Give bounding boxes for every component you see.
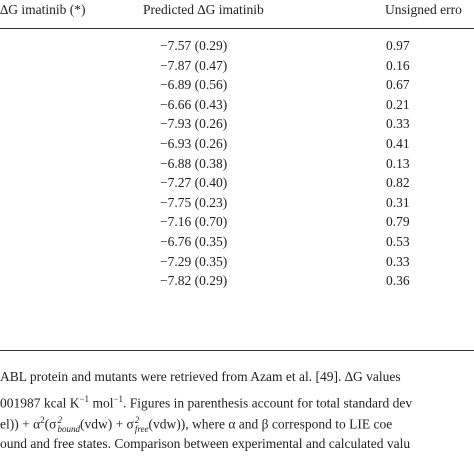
table-cell: −7.27 (0.40) [160,175,228,191]
column-header: ∆G imatinib (*) [0,2,86,17]
superscript: 2 [134,415,140,426]
sub-sup: 2 bound [57,416,80,434]
table-cell: 0.79 [386,214,410,230]
table-cell: −6.89 (0.56) [160,77,228,93]
superscript: −1 [113,394,124,404]
table-cell: −7.57 (0.29) [160,38,228,53]
sub-sup: 2 free [135,416,149,434]
table-cell: 0.53 [386,234,410,249]
table-cell: 0.82 [386,175,410,191]
column-header: Unsigned erro [385,2,462,17]
subscript: free [134,424,149,435]
table-cell: −7.82 (0.29) [160,273,228,289]
table-cell: 0.21 [386,96,410,112]
superscript: 2 [57,415,62,426]
table-cell: 0.36 [386,273,410,289]
table-cell: −6.76 (0.35) [160,234,228,249]
table-cell: 0.13 [386,155,410,171]
column-header: Predicted ∆G imatinib [143,2,264,17]
table-cell: −7.75 (0.23) [160,194,228,210]
table-cell: −7.87 (0.47) [160,57,228,73]
table-cell: −6.88 (0.38) [160,155,228,171]
table-cell: 0.67 [386,77,410,93]
footnote-line: ABL protein and mutants were retrieved f… [0,369,401,384]
table-cell: 0.33 [386,253,410,269]
superscript: 2 [40,415,45,425]
table-cell: −7.29 (0.35) [160,253,228,269]
bottom-rule [0,350,474,351]
table-cell: 0.41 [386,136,410,151]
text: (vdw) + σ [79,416,134,432]
table-cell: −6.93 (0.26) [160,136,228,151]
superscript: −1 [79,394,90,404]
table-cell: 0.31 [386,194,410,210]
text: el)) + α [0,416,41,432]
text: mol [89,395,114,411]
table-cell: −7.16 (0.70) [160,214,228,230]
footnote-line: 001987 kcal K−1 mol−1. Figures in parent… [0,391,412,412]
table-cell: −6.66 (0.43) [160,96,228,112]
subscript: bound [57,424,80,435]
table-cell: 0.33 [386,116,410,132]
header-rule [0,28,474,29]
footnote-formula: el)) + α2(σ 2 bound (vdw) + σ 2 free (vdw)), w… [0,412,392,434]
table-cell: 0.16 [386,57,410,73]
table-cell: −7.93 (0.26) [160,116,228,132]
footnote-line: ound and free states. Comparison between… [0,436,411,451]
text: (σ [44,416,57,432]
text: (vdw)), where α and β correspond to LIE … [148,416,393,432]
text: 001987 kcal K [0,395,80,411]
text: . Figures in parenthesis account for tot… [123,395,413,411]
table-cell: 0.97 [386,38,410,53]
